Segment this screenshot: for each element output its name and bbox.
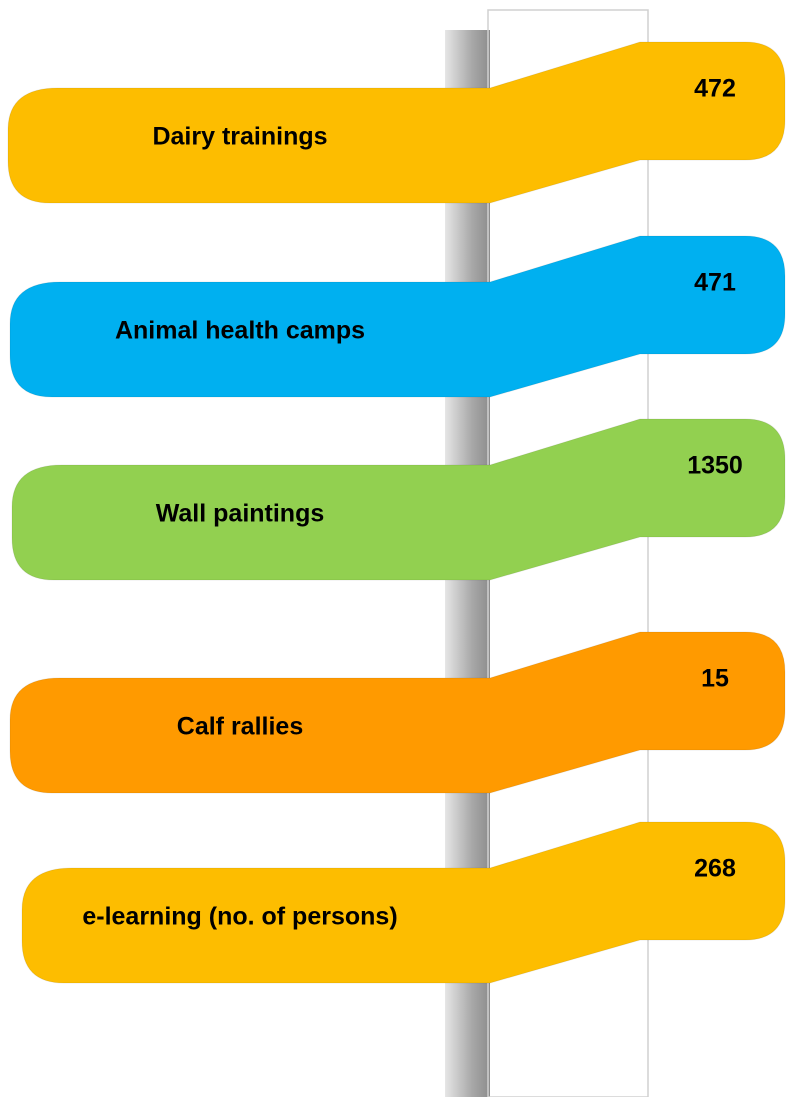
sign xyxy=(21,821,786,984)
sign-label: Animal health camps xyxy=(115,317,365,345)
sign-label: Dairy trainings xyxy=(152,123,327,151)
sign xyxy=(7,41,786,204)
sign-label: Calf rallies xyxy=(177,713,303,741)
sign-value: 472 xyxy=(694,75,736,103)
sign-label: e-learning (no. of persons) xyxy=(82,903,397,931)
sign-label: Wall paintings xyxy=(156,500,325,528)
sign-value: 471 xyxy=(694,269,736,297)
sign xyxy=(9,631,786,794)
sign xyxy=(9,235,786,398)
sign-value: 1350 xyxy=(687,452,743,480)
signs: Dairy trainings 472 Animal health camps 471… xyxy=(7,41,786,984)
sign-value: 268 xyxy=(694,855,736,883)
sign-value: 15 xyxy=(701,665,729,693)
sign xyxy=(11,418,786,581)
